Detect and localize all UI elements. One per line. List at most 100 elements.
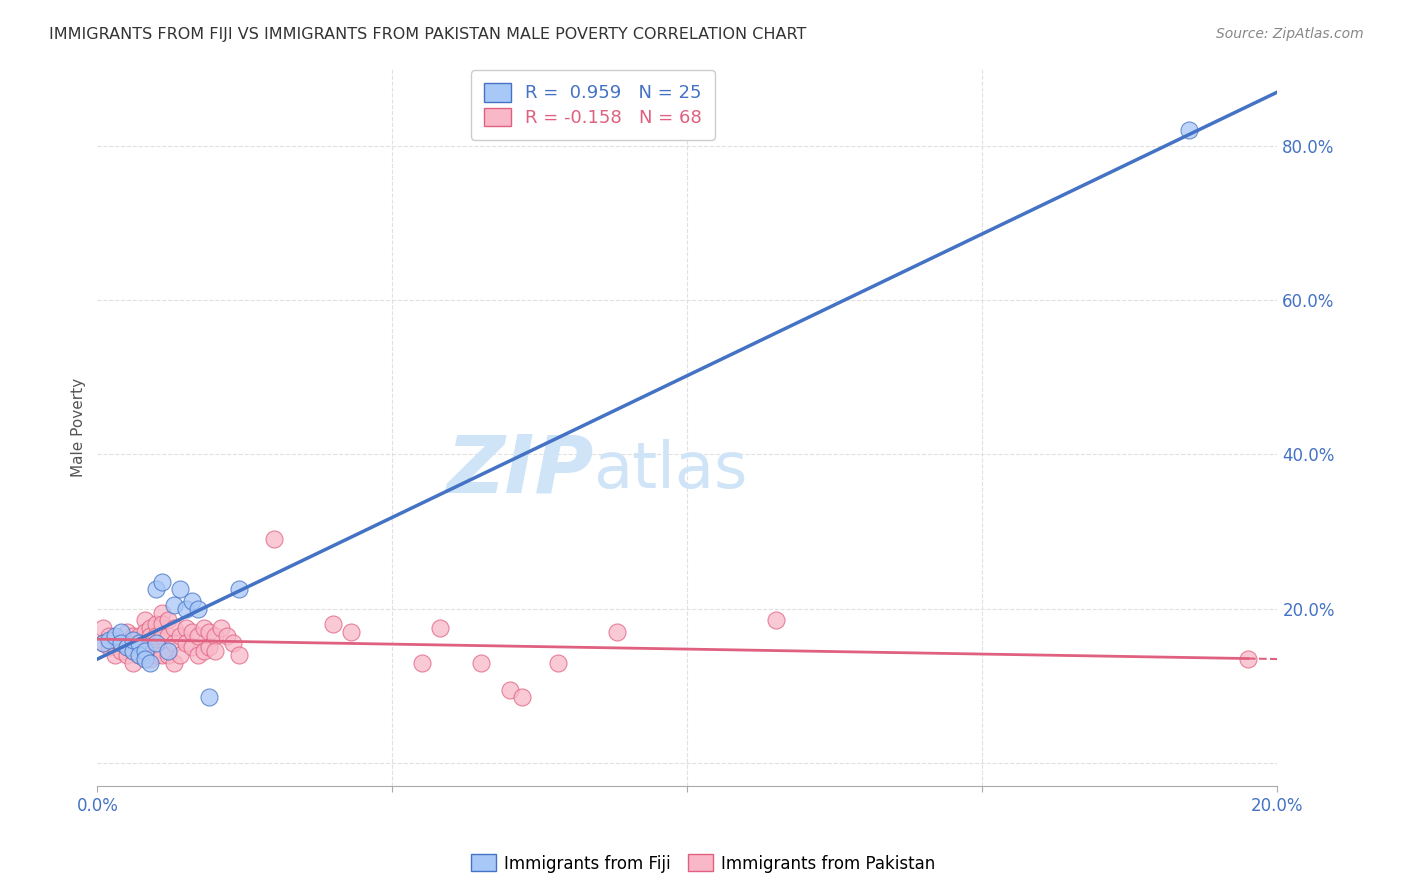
Point	[174, 601, 197, 615]
Point	[429, 621, 451, 635]
Point	[91, 621, 114, 635]
Point	[499, 682, 522, 697]
Point	[128, 636, 150, 650]
Point	[121, 644, 143, 658]
Point	[98, 629, 121, 643]
Point	[157, 648, 180, 662]
Point	[139, 652, 162, 666]
Point	[91, 636, 114, 650]
Point	[134, 624, 156, 639]
Point	[157, 613, 180, 627]
Point	[98, 640, 121, 655]
Point	[322, 617, 344, 632]
Point	[115, 640, 138, 655]
Point	[163, 598, 186, 612]
Point	[263, 533, 285, 547]
Point	[145, 617, 167, 632]
Point	[174, 636, 197, 650]
Point	[128, 636, 150, 650]
Point	[134, 636, 156, 650]
Point	[110, 636, 132, 650]
Text: ZIP: ZIP	[446, 432, 593, 509]
Point	[198, 640, 221, 655]
Point	[169, 629, 191, 643]
Point	[121, 656, 143, 670]
Point	[198, 624, 221, 639]
Point	[547, 656, 569, 670]
Point	[91, 636, 114, 650]
Point	[145, 582, 167, 597]
Point	[163, 621, 186, 635]
Y-axis label: Male Poverty: Male Poverty	[72, 378, 86, 477]
Point	[163, 636, 186, 650]
Point	[1237, 652, 1260, 666]
Point	[209, 621, 232, 635]
Point	[204, 644, 226, 658]
Point	[110, 644, 132, 658]
Point	[121, 644, 143, 658]
Point	[98, 632, 121, 647]
Point	[128, 648, 150, 662]
Point	[765, 613, 787, 627]
Point	[510, 690, 533, 705]
Point	[169, 648, 191, 662]
Point	[134, 613, 156, 627]
Point	[139, 621, 162, 635]
Point	[139, 640, 162, 655]
Point	[115, 648, 138, 662]
Point	[128, 629, 150, 643]
Text: IMMIGRANTS FROM FIJI VS IMMIGRANTS FROM PAKISTAN MALE POVERTY CORRELATION CHART: IMMIGRANTS FROM FIJI VS IMMIGRANTS FROM …	[49, 27, 807, 42]
Point	[180, 594, 202, 608]
Text: atlas: atlas	[593, 440, 748, 501]
Point	[150, 629, 173, 643]
Point	[180, 640, 202, 655]
Point	[128, 648, 150, 662]
Point	[222, 636, 245, 650]
Point	[139, 629, 162, 643]
Point	[1178, 123, 1201, 137]
Point	[340, 624, 363, 639]
Point	[134, 644, 156, 658]
Point	[145, 636, 167, 650]
Point	[150, 617, 173, 632]
Point	[187, 601, 209, 615]
Point	[228, 648, 250, 662]
Point	[180, 624, 202, 639]
Point	[150, 574, 173, 589]
Legend: Immigrants from Fiji, Immigrants from Pakistan: Immigrants from Fiji, Immigrants from Pa…	[464, 847, 942, 880]
Point	[104, 648, 127, 662]
Point	[115, 624, 138, 639]
Point	[150, 648, 173, 662]
Point	[150, 606, 173, 620]
Point	[163, 656, 186, 670]
Point	[104, 632, 127, 647]
Point	[104, 629, 127, 643]
Point	[157, 629, 180, 643]
Point	[228, 582, 250, 597]
Point	[470, 656, 492, 670]
Point	[134, 652, 156, 666]
Point	[157, 644, 180, 658]
Point	[169, 582, 191, 597]
Point	[217, 629, 239, 643]
Point	[110, 624, 132, 639]
Point	[110, 636, 132, 650]
Point	[134, 648, 156, 662]
Point	[198, 690, 221, 705]
Point	[145, 648, 167, 662]
Point	[193, 621, 215, 635]
Point	[187, 629, 209, 643]
Text: Source: ZipAtlas.com: Source: ZipAtlas.com	[1216, 27, 1364, 41]
Point	[187, 648, 209, 662]
Point	[606, 624, 628, 639]
Point	[121, 629, 143, 643]
Legend: R =  0.959   N = 25, R = -0.158   N = 68: R = 0.959 N = 25, R = -0.158 N = 68	[471, 70, 714, 140]
Point	[145, 629, 167, 643]
Point	[115, 640, 138, 655]
Point	[139, 656, 162, 670]
Point	[121, 632, 143, 647]
Point	[174, 621, 197, 635]
Point	[204, 629, 226, 643]
Point	[411, 656, 433, 670]
Point	[193, 644, 215, 658]
